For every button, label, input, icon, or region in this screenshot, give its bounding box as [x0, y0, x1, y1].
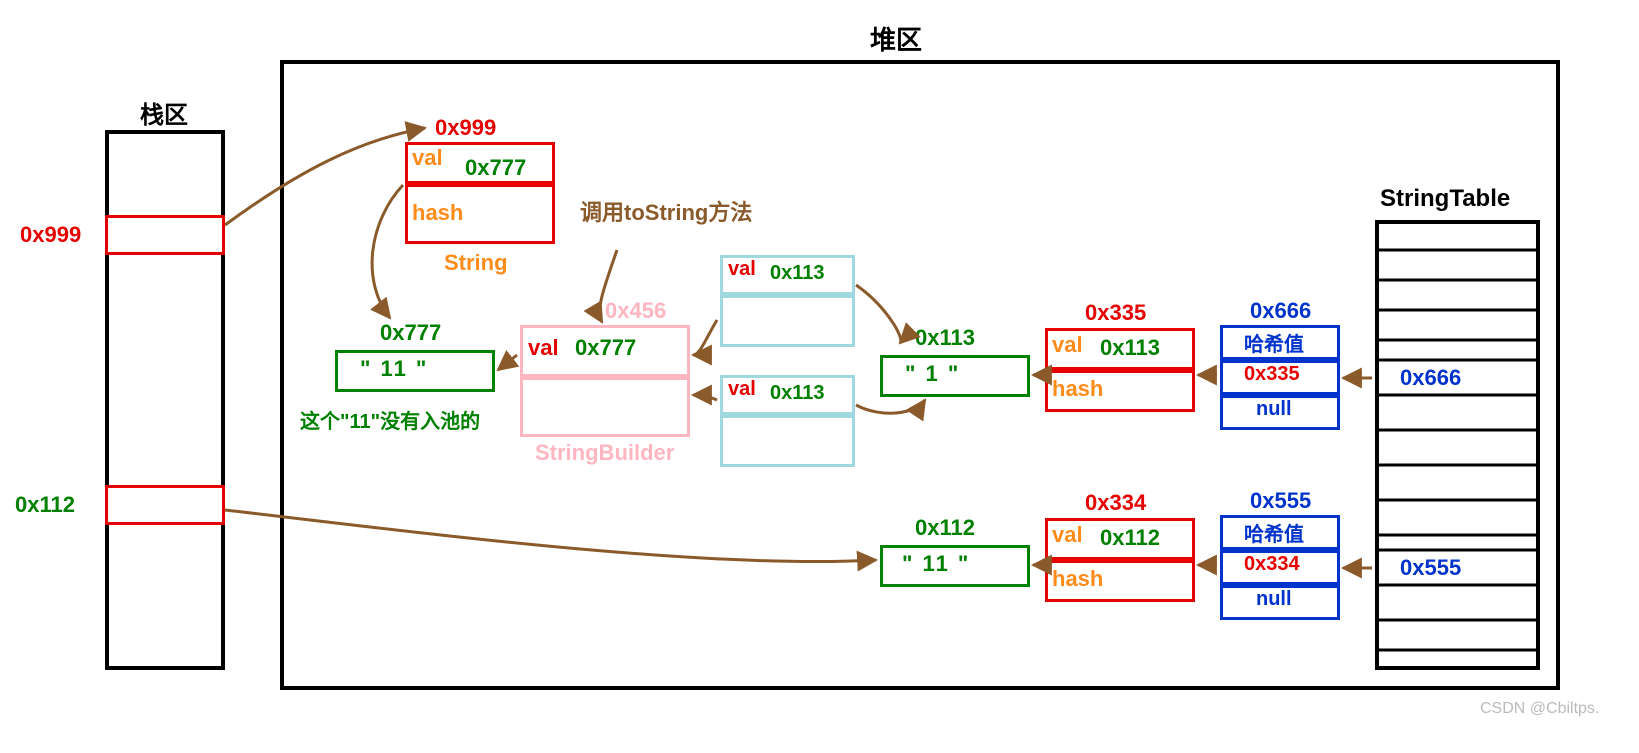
tempA-bottom: [720, 295, 855, 347]
pool2-addr: 0x334: [1085, 490, 1146, 516]
char777-addr: 0x777: [380, 320, 441, 346]
stack-title: 栈区: [140, 95, 188, 130]
stringtable-box: [1375, 220, 1540, 670]
sb-bottom: [520, 377, 690, 437]
entry2-ptr: 0x334: [1244, 553, 1300, 576]
stack-cell-str1: [105, 485, 225, 525]
string-obj-type: String: [444, 250, 508, 276]
entry1-hash: 哈希值: [1244, 328, 1304, 357]
sb-val-value: 0x777: [575, 335, 636, 361]
tempA-val-label: val: [728, 258, 756, 281]
pool2-val-value: 0x112: [1100, 525, 1160, 551]
char113-text: " 1 ": [905, 361, 960, 387]
pool1-val-label: val: [1052, 332, 1083, 358]
string-obj-addr: 0x999: [435, 115, 496, 141]
pool1-hash-label: hash: [1052, 376, 1103, 402]
char112-text: " 11 ": [902, 551, 970, 577]
sb-val-label: val: [528, 335, 559, 361]
stack-str1-addr: 0x112: [15, 492, 75, 518]
tempB-val-label: val: [728, 378, 756, 401]
entry2-hash: 哈希值: [1244, 518, 1304, 547]
watermark: CSDN @Cbiltps.: [1480, 700, 1599, 718]
string-obj-val-value: 0x777: [465, 155, 526, 181]
char112-addr: 0x112: [915, 515, 975, 541]
entry2-addr: 0x555: [1250, 488, 1311, 514]
sb-addr: 0x456: [605, 298, 666, 324]
entry1-addr: 0x666: [1250, 298, 1311, 324]
tempB-bottom: [720, 415, 855, 467]
pool2-hash-label: hash: [1052, 566, 1103, 592]
entry1-next: null: [1256, 398, 1292, 421]
stack-str2-addr: 0x999: [20, 222, 81, 248]
tostring-note: 调用toString方法: [580, 195, 752, 227]
pool2-val-label: val: [1052, 522, 1083, 548]
char777-note: 这个"11"没有入池的: [300, 405, 480, 434]
entry2-next: null: [1256, 588, 1292, 611]
entry1-ptr: 0x335: [1244, 363, 1300, 386]
heap-title: 堆区: [870, 20, 922, 57]
string-obj-val-label: val: [412, 145, 443, 171]
string-obj-hash-label: hash: [412, 200, 463, 226]
char113-addr: 0x113: [915, 325, 975, 351]
stack-cell-str2: [105, 215, 225, 255]
tempB-val-value: 0x113: [770, 382, 825, 405]
stack-region: [105, 130, 225, 670]
char777-text: " 11 ": [360, 356, 428, 382]
sb-type: StringBuilder: [535, 440, 674, 466]
pool1-val-value: 0x113: [1100, 335, 1160, 361]
tempA-val-value: 0x113: [770, 262, 825, 285]
pool1-addr: 0x335: [1085, 300, 1146, 326]
